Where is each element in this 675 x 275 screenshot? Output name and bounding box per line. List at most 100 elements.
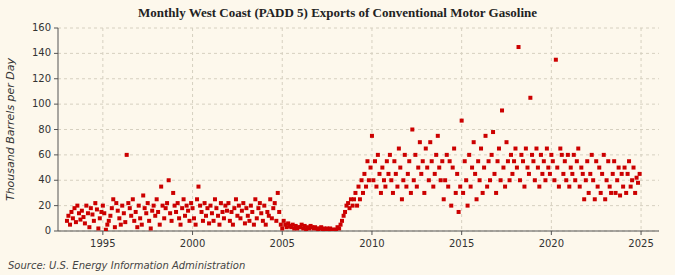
point (491, 130, 495, 134)
y-tick-label: 20 (38, 200, 51, 211)
background (0, 0, 675, 275)
point (626, 172, 630, 176)
point (116, 209, 120, 213)
point (599, 191, 603, 195)
point (481, 191, 485, 195)
point (584, 178, 588, 182)
point (231, 223, 235, 227)
point (558, 147, 562, 151)
point (358, 197, 362, 201)
point (602, 153, 606, 157)
point (633, 191, 637, 195)
point (185, 204, 189, 208)
axes: 0204060801001201401601995200020052010201… (32, 22, 659, 249)
point (222, 216, 226, 220)
point (117, 216, 121, 220)
point (593, 197, 597, 201)
point (575, 159, 579, 163)
point (388, 153, 392, 157)
point (566, 153, 570, 157)
point (446, 185, 450, 189)
points (65, 45, 642, 231)
point (273, 201, 277, 205)
point (484, 134, 488, 138)
point (174, 210, 178, 214)
y-tick-label: 100 (32, 98, 51, 109)
point (606, 159, 610, 163)
point (182, 197, 186, 201)
point (159, 185, 163, 189)
point (68, 223, 72, 227)
point (126, 201, 130, 205)
x-tick-label: 2020 (539, 238, 564, 249)
point (374, 185, 378, 189)
point (392, 159, 396, 163)
point (542, 159, 546, 163)
point (527, 172, 531, 176)
point (404, 185, 408, 189)
point (611, 172, 615, 176)
point (548, 172, 552, 176)
x-tick-label: 2000 (180, 238, 205, 249)
point (394, 172, 398, 176)
point (105, 223, 109, 227)
point (280, 226, 284, 230)
point (540, 172, 544, 176)
point (434, 153, 438, 157)
point (214, 206, 218, 210)
y-tick (54, 205, 58, 206)
point (597, 166, 601, 170)
point (406, 172, 410, 176)
point (382, 178, 386, 182)
point (340, 219, 344, 223)
point (179, 223, 183, 227)
point (170, 219, 174, 223)
point (524, 147, 528, 151)
point (585, 159, 589, 163)
point (505, 140, 509, 144)
point (442, 197, 446, 201)
point (551, 159, 555, 163)
point (353, 191, 357, 195)
point (482, 166, 486, 170)
point (410, 128, 414, 132)
point (605, 178, 609, 182)
point (207, 221, 211, 225)
point (369, 166, 373, 170)
point (141, 193, 145, 197)
point (412, 178, 416, 182)
point (555, 166, 559, 170)
point (265, 210, 269, 214)
grid-line-x (192, 28, 193, 231)
point (440, 159, 444, 163)
point (183, 214, 187, 218)
point (588, 172, 592, 176)
point (409, 191, 413, 195)
point (416, 166, 420, 170)
point (189, 201, 193, 205)
point (365, 159, 369, 163)
point (92, 219, 96, 223)
point (557, 185, 561, 189)
point (636, 181, 640, 185)
x-tick (371, 231, 372, 235)
point (576, 147, 580, 151)
point (258, 201, 262, 205)
point (609, 191, 613, 195)
point (430, 159, 434, 163)
x-tick-label: 1995 (90, 238, 115, 249)
point (383, 185, 387, 189)
point (110, 206, 114, 210)
point (342, 214, 346, 218)
point (132, 219, 136, 223)
point (152, 204, 156, 208)
point (228, 219, 232, 223)
grid-line-x (282, 28, 283, 231)
point (499, 178, 503, 182)
point (492, 172, 496, 176)
point (488, 178, 492, 182)
point (561, 172, 565, 176)
point (137, 204, 141, 208)
point (543, 178, 547, 182)
point (164, 206, 168, 210)
